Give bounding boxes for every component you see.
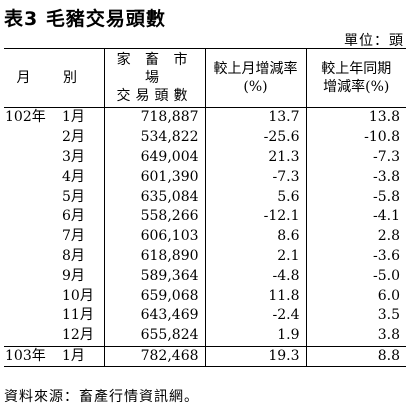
month-cell: 1月	[58, 345, 105, 368]
table-row: 10月 659,068 11.8 6.0	[4, 286, 407, 306]
mom-change-cell: 21.3	[204, 147, 307, 168]
yoy-change-cell: -7.3	[305, 147, 407, 168]
month-cell: 12月	[62, 327, 94, 344]
mom-change-cell: 11.8	[204, 286, 307, 306]
unit-label: 單位：頭	[344, 33, 404, 49]
mom-change-cell: 2.1	[204, 246, 307, 267]
month-cell: 6月	[62, 208, 85, 225]
month-cell: 9月	[62, 267, 85, 284]
table-row: 4月 601,390 -7.3 -3.8	[4, 167, 407, 188]
yoy-change-cell: -5.0	[305, 266, 407, 287]
month-cell: 1月	[62, 109, 85, 126]
table-row: 103年 1月 782,468 19.3 8.8	[4, 345, 407, 368]
heads-cell: 601,390	[103, 167, 206, 188]
mom-change-cell: 19.3	[204, 345, 307, 368]
table-row: 2月 534,822 -25.6 -10.8	[4, 127, 407, 148]
heads-cell: 534,822	[103, 127, 206, 148]
month-cell: 7月	[62, 228, 85, 245]
header-row: 月 別 家 畜 市 場 交易頭數 較上月增減率 (%) 較上年同期 增減率(%)	[4, 48, 407, 108]
year-cell	[4, 207, 58, 227]
mom-change-cell: -2.4	[204, 305, 307, 326]
heads-cell: 643,469	[103, 305, 206, 326]
year-cell: 103年	[4, 345, 58, 368]
table-body: 102年 1月 718,887 13.7 13.8 2月 534,822 -25.6 -10.8…	[4, 107, 407, 368]
table-row: 8月 618,890 2.1 -3.6	[4, 246, 407, 267]
year-cell	[4, 326, 58, 346]
year-cell: 102年	[5, 109, 46, 126]
month-cell: 8月	[62, 247, 85, 264]
yoy-change-cell: 3.8	[305, 325, 407, 347]
yoy-change-cell: 2.8	[305, 226, 407, 247]
heads-cell: 558,266	[103, 206, 206, 227]
table-row: 12月 655,824 1.9 3.8	[4, 325, 407, 347]
table-row: 102年 1月 718,887 13.7 13.8	[4, 107, 407, 128]
heads-cell: 606,103	[103, 226, 206, 247]
year-cell	[4, 148, 58, 168]
mom-change-cell: 8.6	[204, 226, 307, 247]
heads-cell: 655,824	[103, 325, 206, 347]
heads-cell: 618,890	[103, 246, 206, 267]
month-cell: 10月	[62, 287, 94, 304]
year-cell	[4, 247, 58, 267]
hog-trade-table: 月 別 家 畜 市 場 交易頭數 較上月增減率 (%) 較上年同期 增減率(%)…	[4, 48, 407, 368]
yoy-change-cell: -4.1	[305, 206, 407, 227]
yoy-change-cell: -10.8	[305, 127, 407, 148]
month-cell: 2月	[62, 129, 85, 146]
table-row: 9月 589,364 -4.8 -5.0	[4, 266, 407, 287]
year-cell	[4, 286, 58, 306]
year-cell	[4, 306, 58, 326]
header-mom-change: 較上月增減率 (%)	[204, 48, 307, 108]
mom-change-cell: -12.1	[204, 206, 307, 227]
year-cell	[4, 187, 58, 207]
table-title: 表3 毛豬交易頭數	[4, 8, 166, 30]
yoy-change-cell: 13.8	[305, 107, 407, 128]
heads-cell: 782,468	[103, 345, 206, 368]
header-market-heads: 家 畜 市 場 交易頭數	[103, 48, 206, 108]
heads-cell: 659,068	[103, 286, 206, 306]
mom-change-cell: 5.6	[204, 187, 307, 207]
yoy-change-cell: -5.8	[305, 187, 407, 207]
month-cell: 4月	[62, 168, 85, 185]
month-cell: 11月	[62, 307, 94, 324]
mom-change-cell: 13.7	[204, 107, 307, 128]
yoy-change-cell: -3.6	[305, 246, 407, 267]
year-cell	[4, 167, 58, 187]
mom-change-cell: -25.6	[204, 127, 307, 148]
heads-cell: 649,004	[103, 147, 206, 168]
heads-cell: 589,364	[103, 266, 206, 287]
heads-cell: 635,084	[103, 187, 206, 207]
mom-change-cell: 1.9	[204, 325, 307, 347]
yoy-change-cell: -3.8	[305, 167, 407, 188]
year-cell	[4, 266, 58, 286]
yoy-change-cell: 8.8	[305, 345, 407, 368]
table-row: 11月 643,469 -2.4 3.5	[4, 305, 407, 326]
table-row: 7月 606,103 8.6 2.8	[4, 226, 407, 247]
year-cell	[4, 227, 58, 247]
yoy-change-cell: 3.5	[305, 305, 407, 326]
table-row: 3月 649,004 21.3 -7.3	[4, 147, 407, 168]
month-cell: 5月	[62, 188, 85, 205]
table-row: 5月 635,084 5.6 -5.8	[4, 187, 407, 207]
heads-cell: 718,887	[103, 107, 206, 128]
mom-change-cell: -7.3	[204, 167, 307, 188]
header-month: 月 別	[4, 48, 105, 108]
month-cell: 3月	[62, 148, 85, 165]
year-cell	[4, 128, 58, 148]
table-row: 6月 558,266 -12.1 -4.1	[4, 206, 407, 227]
header-yoy-change: 較上年同期 增減率(%)	[305, 48, 407, 108]
source-note: 資料來源：畜產行情資訊網。	[4, 389, 199, 405]
yoy-change-cell: 6.0	[305, 286, 407, 306]
mom-change-cell: -4.8	[204, 266, 307, 287]
